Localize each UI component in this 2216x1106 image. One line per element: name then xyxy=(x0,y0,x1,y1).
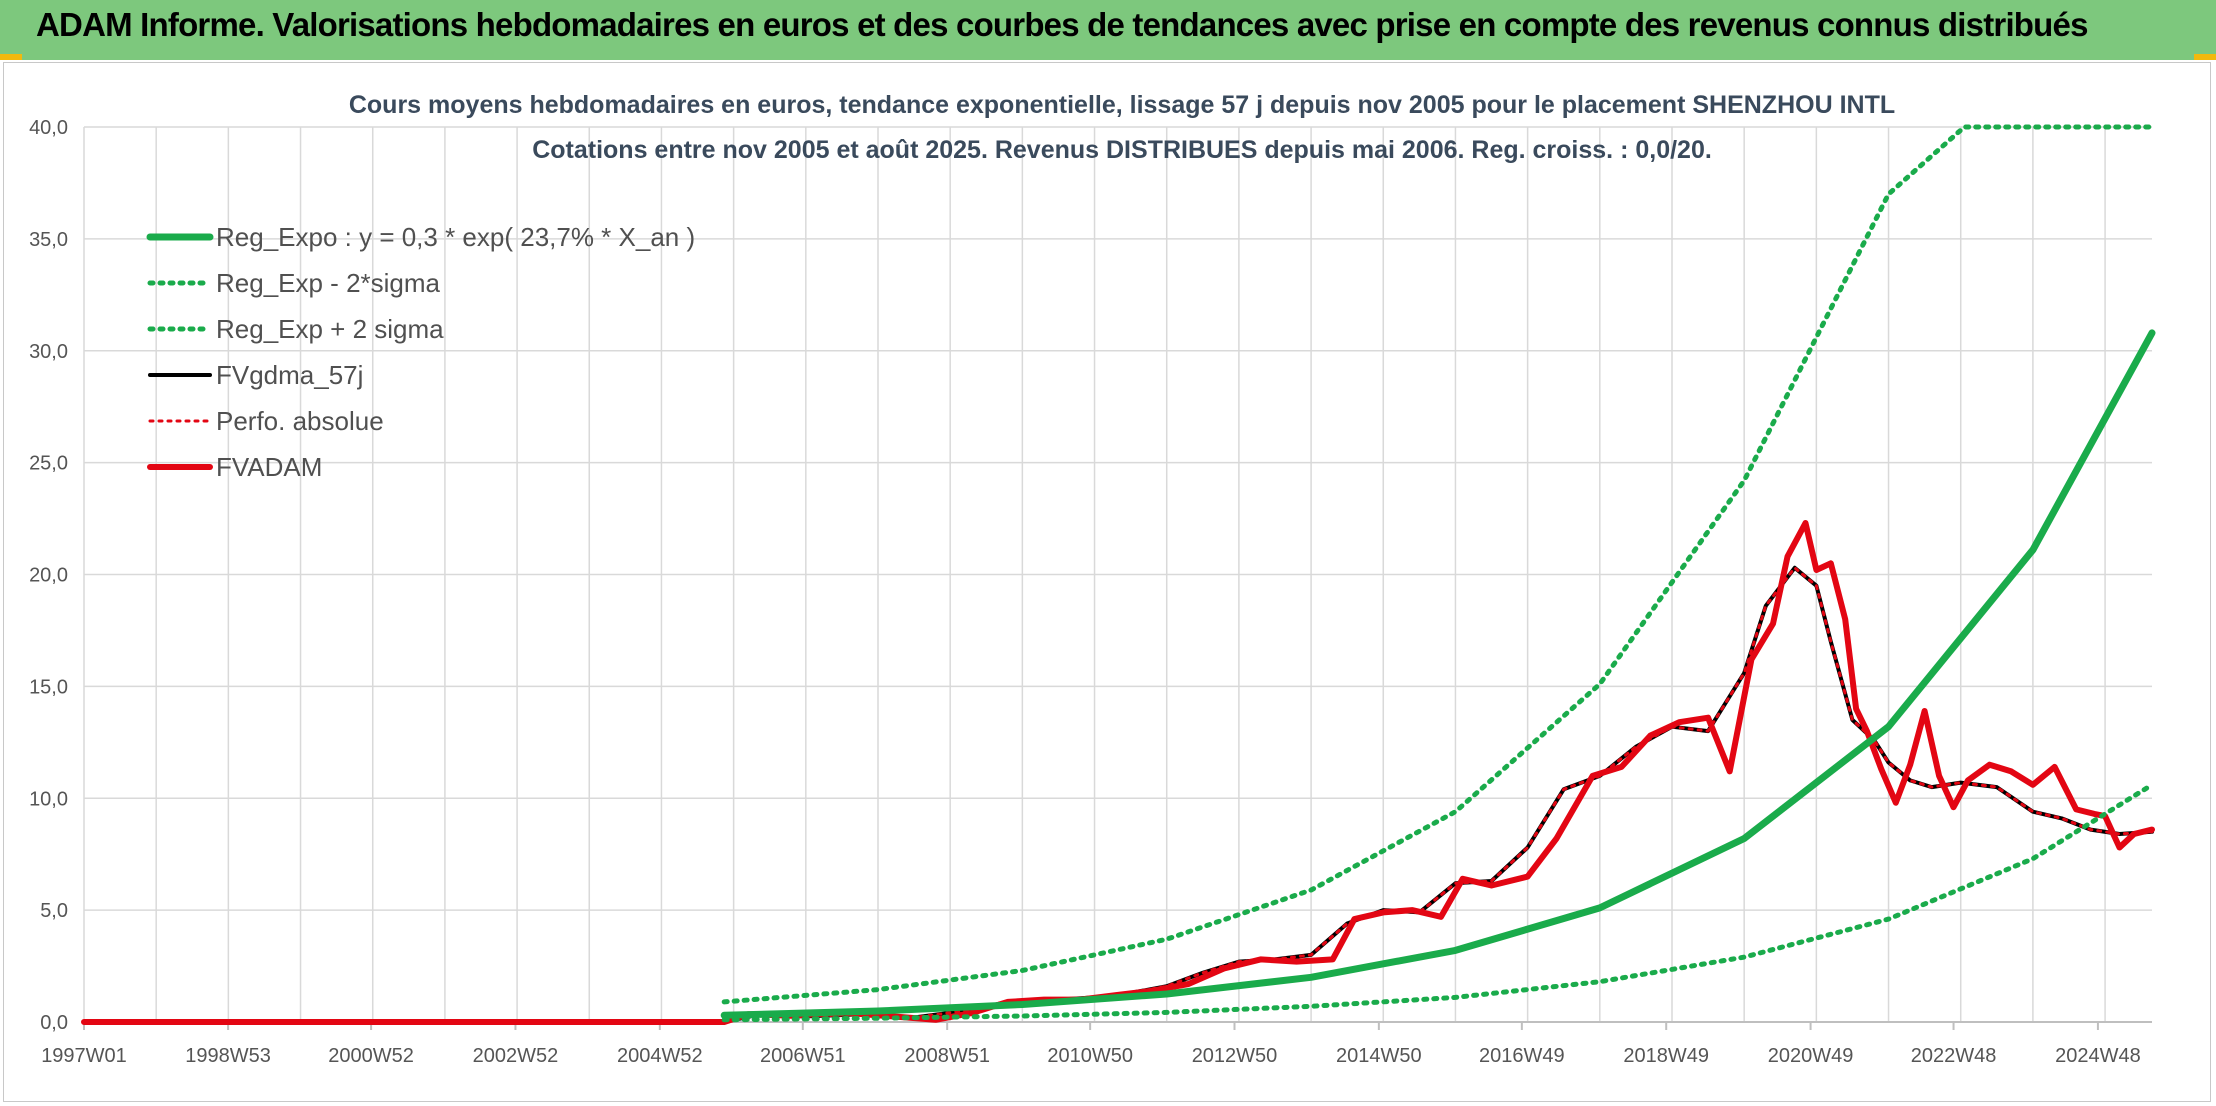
y-tick-label: 0,0 xyxy=(40,1012,68,1034)
y-tick-label: 40,0 xyxy=(29,117,68,139)
legend-label: Reg_Expo : y = 0,3 * exp( 23,7% * X_an ) xyxy=(216,222,695,252)
chart-subtitle: Cotations entre nov 2005 et août 2025. R… xyxy=(532,136,1712,164)
banner-corner-right xyxy=(2194,54,2216,60)
y-tick-label: 20,0 xyxy=(29,565,68,587)
y-tick-label: 25,0 xyxy=(29,453,68,475)
axes: 0,0 5,0 10,0 15,0 20,0 25,0 30,0 35,0 40,0 1997W0… xyxy=(29,117,2152,1067)
x-tick-label: 1998W53 xyxy=(185,1045,271,1067)
y-tick-label: 15,0 xyxy=(29,676,68,698)
series-line-1 xyxy=(721,782,2155,1023)
report-banner: ADAM Informe. Valorisations hebdomadaire… xyxy=(0,0,2216,60)
x-tick-label: 2004W52 xyxy=(617,1045,703,1067)
legend-label: FVgdma_57j xyxy=(216,360,363,390)
legend: Reg_Expo : y = 0,3 * exp( 23,7% * X_an )… xyxy=(146,222,695,482)
x-tick-label: 2016W49 xyxy=(1479,1045,1565,1067)
grid-lines xyxy=(83,126,2152,1023)
y-tick-label: 35,0 xyxy=(29,229,68,251)
legend-label: Reg_Exp - 2*sigma xyxy=(216,268,441,298)
x-tick-label: 2008W51 xyxy=(904,1045,990,1067)
banner-corner-left xyxy=(0,54,22,60)
legend-label: Reg_Exp + 2 sigma xyxy=(216,314,444,344)
series-lines xyxy=(81,124,2156,1025)
x-tick-label: 2022W48 xyxy=(1911,1045,1997,1067)
x-tick-label: 2020W49 xyxy=(1768,1045,1854,1067)
report-title: ADAM Informe. Valorisations hebdomadaire… xyxy=(36,6,2088,43)
x-tick-label: 2000W52 xyxy=(328,1045,414,1067)
chart-title-group: Cours moyens hebdomadaires en euros, ten… xyxy=(349,91,1895,164)
x-tick-label: 2012W50 xyxy=(1192,1045,1278,1067)
y-tick-label: 5,0 xyxy=(40,900,68,922)
x-tick-label: 2002W52 xyxy=(473,1045,559,1067)
x-tick-label: 2006W51 xyxy=(760,1045,846,1067)
y-tick-label: 30,0 xyxy=(29,341,68,363)
chart-title: Cours moyens hebdomadaires en euros, ten… xyxy=(349,91,1895,119)
legend-label: FVADAM xyxy=(216,452,322,482)
line-chart: 0,0 5,0 10,0 15,0 20,0 25,0 30,0 35,0 40,0 1997W0… xyxy=(29,91,2156,1067)
series-line-4 xyxy=(82,566,2154,1024)
x-tick-label: 2018W49 xyxy=(1623,1045,1709,1067)
series-line-0 xyxy=(720,329,2156,1019)
legend-label: Perfo. absolue xyxy=(216,406,384,436)
series-line-2 xyxy=(721,124,2155,1005)
series-line-5 xyxy=(81,520,2155,1025)
chart-area: 0,0 5,0 10,0 15,0 20,0 25,0 30,0 35,0 40,0 1997W0… xyxy=(3,62,2211,1102)
x-tick-label: 2010W50 xyxy=(1047,1045,1133,1067)
x-tick-label: 1997W01 xyxy=(41,1045,127,1067)
x-tick-label: 2014W50 xyxy=(1336,1045,1422,1067)
y-tick-label: 10,0 xyxy=(29,788,68,810)
series-line-3 xyxy=(82,565,2154,1024)
x-tick-label: 2024W48 xyxy=(2055,1045,2141,1067)
